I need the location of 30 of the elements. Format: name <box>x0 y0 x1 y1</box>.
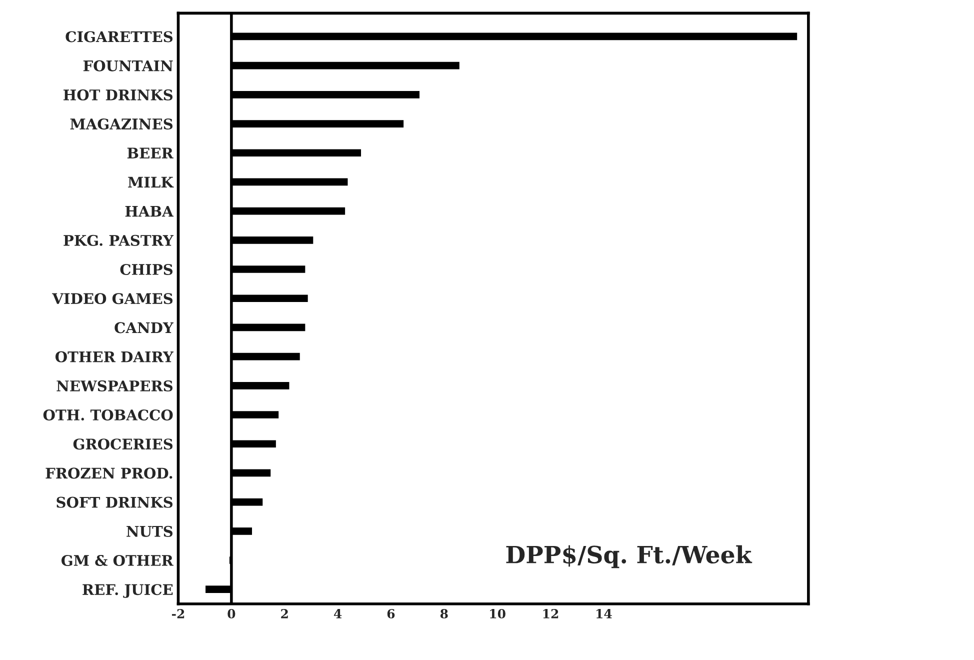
y-tick-label: CANDY <box>114 322 174 334</box>
y-tick-label: REF. JUICE <box>82 584 173 598</box>
y-tick-label: PKG. PASTRY <box>64 234 174 246</box>
x-tick-label: 8 <box>440 608 448 618</box>
y-tick-label: FROZEN PROD. <box>46 468 172 479</box>
y-tick-label: FOUNTAIN <box>83 60 173 72</box>
x-tick-label: 2 <box>281 608 288 618</box>
annotation: DPP$/Sq. Ft./Week <box>506 545 752 568</box>
y-tick-label: OTH. TOBACCO <box>43 409 173 421</box>
y-tick-label: SOFT DRINKS <box>56 496 172 508</box>
y-tick-label: MAGAZINES <box>70 118 173 130</box>
x-tick-label: 6 <box>387 608 395 618</box>
x-tick-label: 10 <box>490 608 506 618</box>
x-tick-label: 0 <box>228 608 236 618</box>
x-tick-label: -2 <box>172 608 184 618</box>
y-tick-label: CIGARETTES <box>66 31 172 42</box>
y-tick-label: HABA <box>125 206 174 217</box>
x-tick-label: 12 <box>543 608 558 618</box>
y-tick-label: NEWSPAPERS <box>56 380 172 392</box>
y-tick-label: VIDEO GAMES <box>52 293 173 304</box>
y-tick-label: BEER <box>127 148 174 158</box>
y-tick-label: GROCERIES <box>73 438 173 450</box>
y-tick-label: NUTS <box>126 526 173 537</box>
y-tick-label: OTHER DAIRY <box>55 351 174 362</box>
x-tick-label: 4 <box>334 608 342 618</box>
y-tick-label: GM & OTHER <box>62 554 174 566</box>
y-tick-label: HOT DRINKS <box>64 89 172 100</box>
x-tick-label: 14 <box>596 608 612 618</box>
y-tick-label: CHIPS <box>120 264 173 276</box>
y-tick-label: MILK <box>128 176 174 188</box>
